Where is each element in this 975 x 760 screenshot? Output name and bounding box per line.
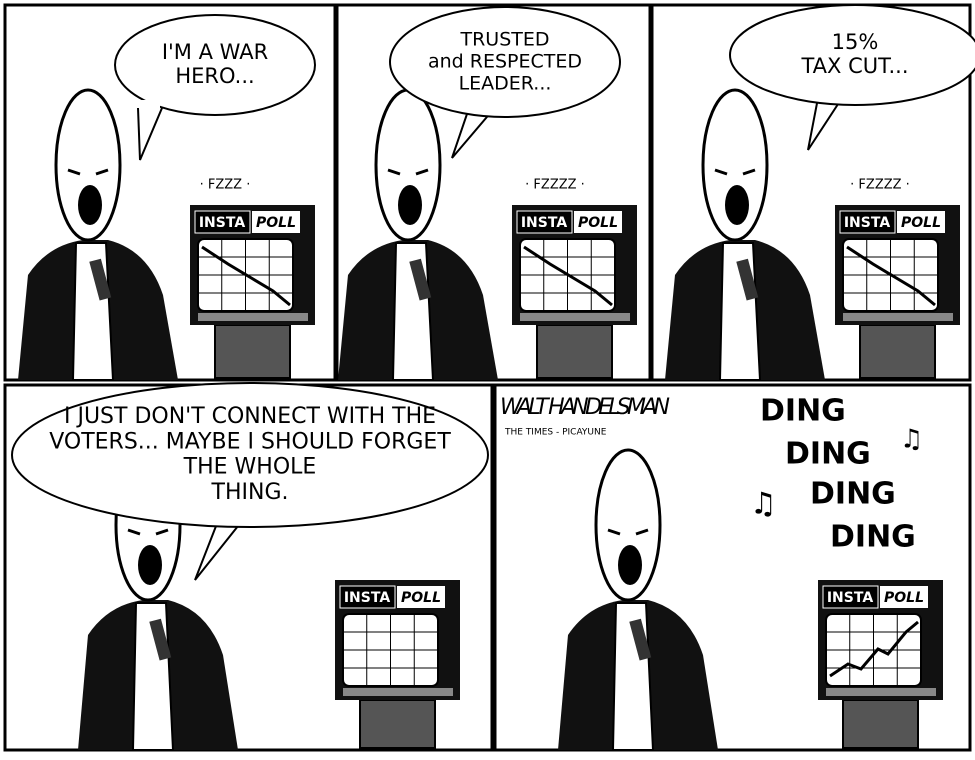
poll-vent — [343, 688, 453, 696]
speech-text: THING. — [211, 480, 289, 505]
poll-label: INSTA — [844, 215, 890, 231]
signature: WALT HANDELSMAN — [500, 395, 670, 420]
sound-effect: · FZZZ · — [200, 178, 251, 193]
panel: INSTA POLL 15%TAX CUT... · FZZZZ · — [652, 5, 975, 380]
ding: DING — [810, 477, 896, 512]
poll-stand — [537, 325, 612, 378]
poll-label: POLL — [578, 215, 618, 231]
speech-tail-cover — [140, 100, 160, 108]
speech-text: LEADER... — [459, 72, 552, 94]
figure-mouth — [398, 185, 422, 225]
ding: DING — [830, 520, 916, 555]
credit: THE TIMES - PICAYUNE — [504, 428, 607, 438]
comic-strip: INSTA POLL I'M A WARHERO... · FZZZ · INSTA PO… — [0, 0, 975, 756]
poll-stand — [215, 325, 290, 378]
speech-tail-cover — [220, 513, 240, 521]
speech-text: THE WHOLE — [183, 455, 317, 480]
sound-effect: · FZZZZ · — [850, 178, 910, 193]
speech-tail-cover — [820, 90, 840, 98]
speech-text: and RESPECTED — [428, 51, 582, 73]
poll-label: INSTA — [827, 590, 873, 606]
figure-mouth — [138, 545, 162, 585]
speech-text: 15% — [832, 30, 879, 54]
poll-label: INSTA — [199, 215, 245, 231]
speech-text: TRUSTED — [459, 29, 549, 51]
speech-text: I'M A WAR — [162, 40, 268, 64]
speech-text: HERO... — [175, 64, 254, 88]
panel: INSTA POLL WALT HANDELSMAN THE TIMES - PICA… — [495, 385, 970, 750]
ding: DING — [760, 394, 846, 429]
speech-text: I JUST DON'T CONNECT WITH THE — [64, 404, 436, 429]
poll-vent — [843, 313, 953, 321]
poll-vent — [520, 313, 630, 321]
poll-stand — [860, 325, 935, 378]
figure-mouth — [78, 185, 102, 225]
poll-label: POLL — [901, 215, 941, 231]
poll-label: INSTA — [344, 590, 390, 606]
poll-vent — [198, 313, 308, 321]
poll-label: POLL — [401, 590, 441, 606]
figure-mouth — [725, 185, 749, 225]
music-note: ♫ — [750, 487, 777, 522]
speech-text: VOTERS... MAYBE I SHOULD FORGET — [49, 429, 451, 454]
poll-stand — [360, 700, 435, 748]
speech-tail-cover — [470, 103, 490, 111]
poll-label: POLL — [256, 215, 296, 231]
music-note: ♫ — [900, 425, 923, 455]
poll-vent — [826, 688, 936, 696]
poll-label: INSTA — [521, 215, 567, 231]
poll-label: POLL — [884, 590, 924, 606]
panel: INSTA POLL I JUST DON'T CONNECT WITH THEVO… — [5, 383, 492, 750]
ding: DING — [785, 437, 871, 472]
speech-text: TAX CUT... — [800, 54, 908, 78]
figure-mouth — [618, 545, 642, 585]
poll-stand — [843, 700, 918, 748]
sound-effect: · FZZZZ · — [525, 178, 585, 193]
